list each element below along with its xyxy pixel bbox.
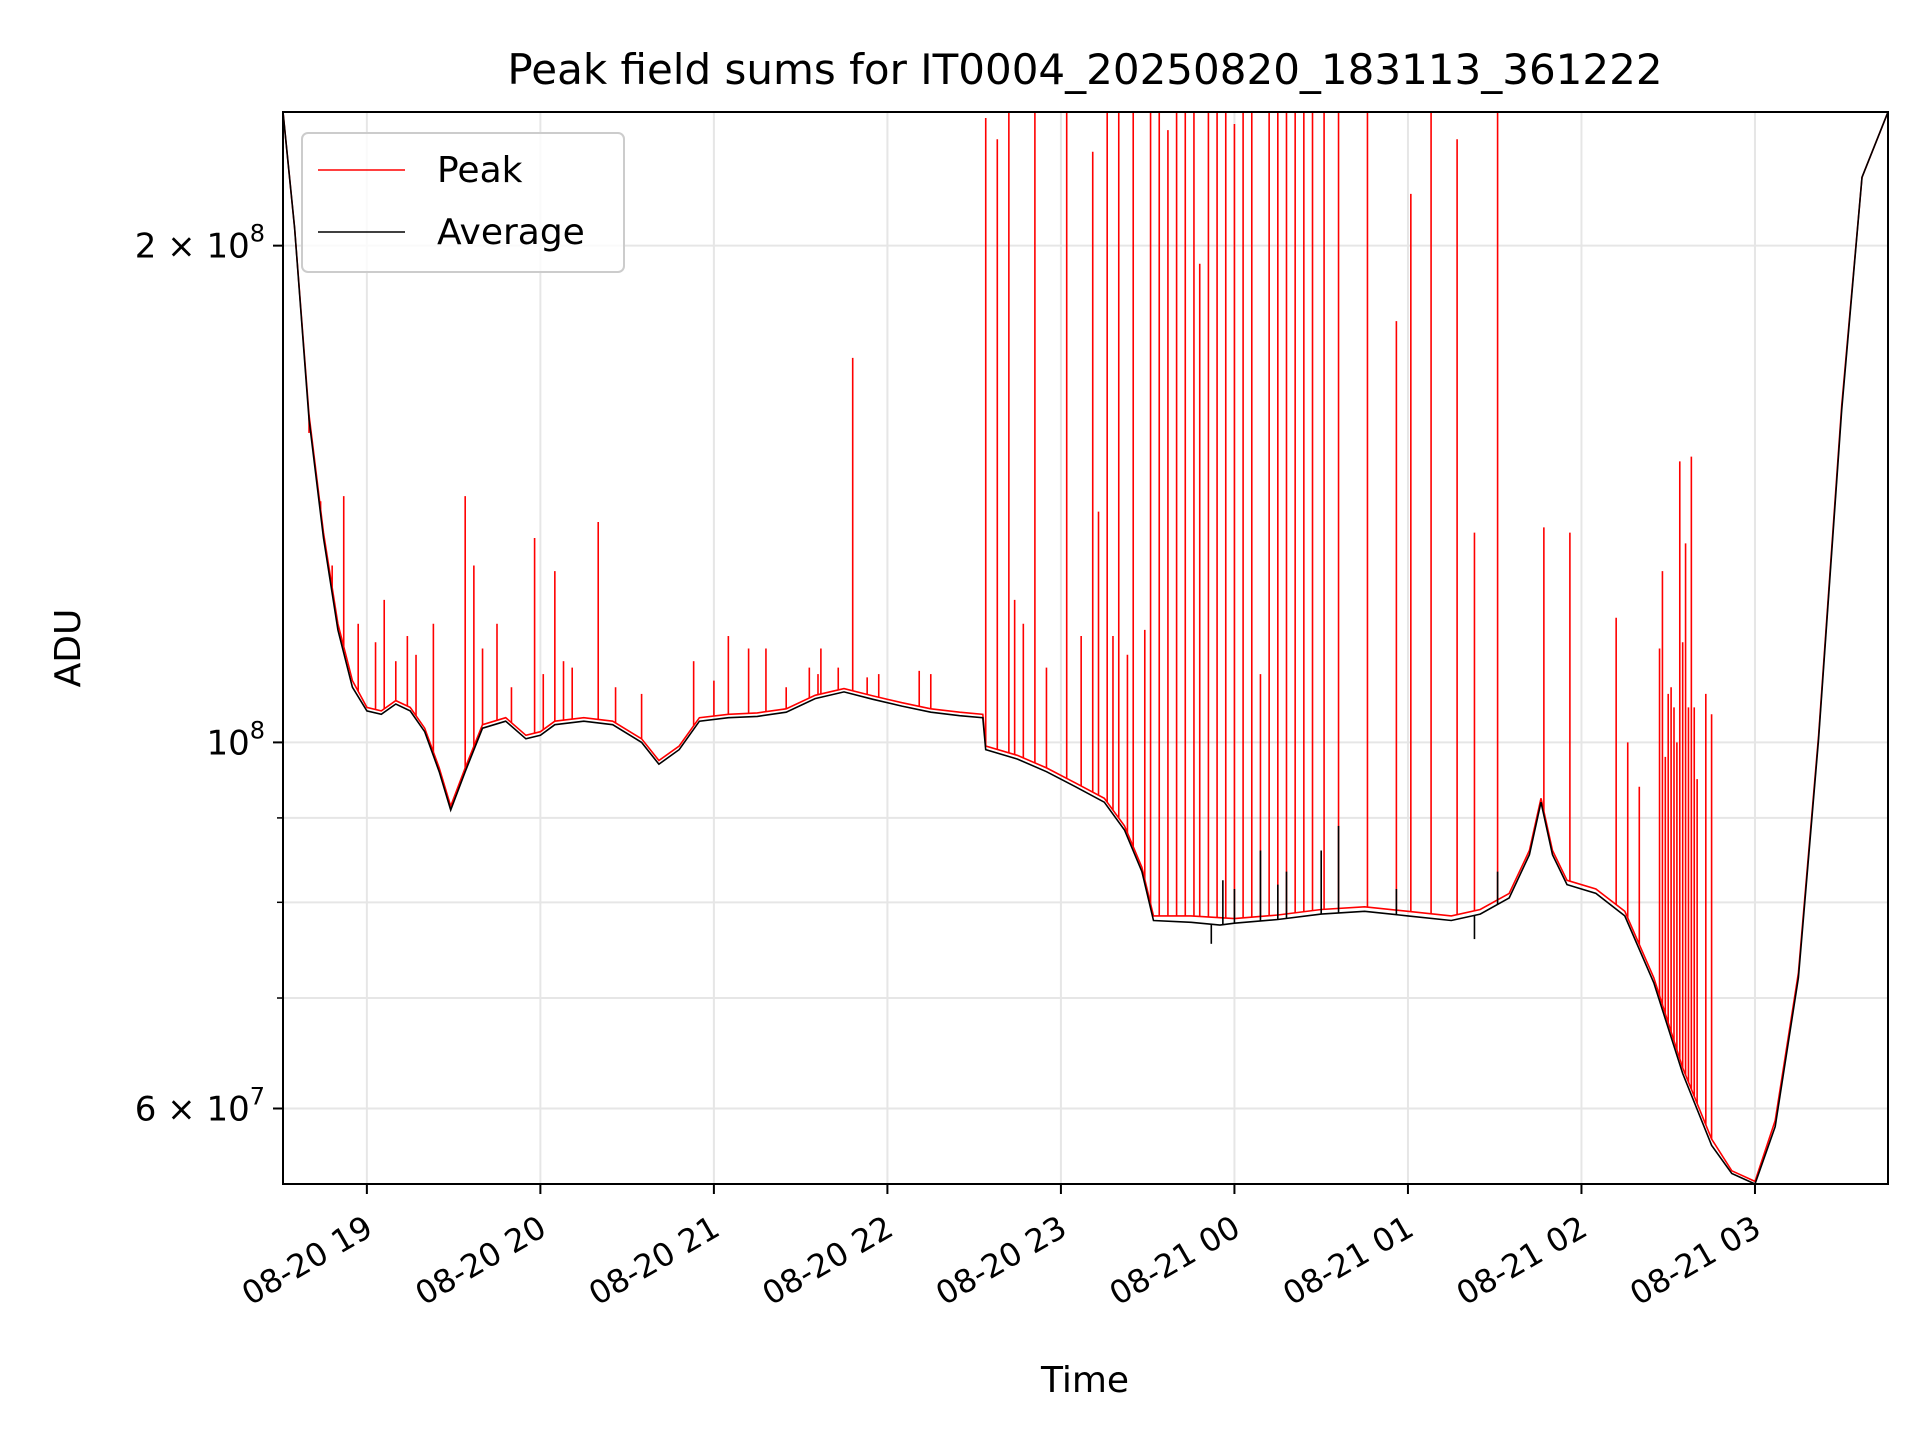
chart-title: Peak field sums for IT0004_20250820_1831… (507, 45, 1662, 94)
peak-series-line (283, 112, 1888, 1183)
y-tick-exponent: 7 (250, 1082, 265, 1110)
y-tick-label: 2 × 108 (135, 220, 265, 267)
average-series-line (283, 112, 1888, 1184)
y-tick-label: 108 (206, 716, 265, 763)
legend-average-label: Average (437, 212, 585, 253)
x-axis-label: Time (1040, 1360, 1129, 1401)
y-tick-base: 6 × 10 (135, 1089, 250, 1129)
legend-box (301, 132, 625, 273)
legend-peak-label: Peak (437, 150, 523, 191)
plot-frame (282, 111, 1889, 1185)
average-spikes (1210, 825, 1499, 944)
y-tick-base: 2 × 10 (135, 227, 250, 267)
y-tick-base: 10 (206, 723, 249, 763)
y-tick-exponent: 8 (250, 220, 265, 248)
y-tick-label: 6 × 107 (135, 1082, 265, 1129)
y-tick-exponent: 8 (250, 716, 265, 744)
y-axis-label: ADU (48, 609, 89, 688)
legend: Peak Average (301, 132, 625, 273)
y-grid (283, 244, 1888, 1110)
peak-spikes (308, 112, 1713, 1139)
